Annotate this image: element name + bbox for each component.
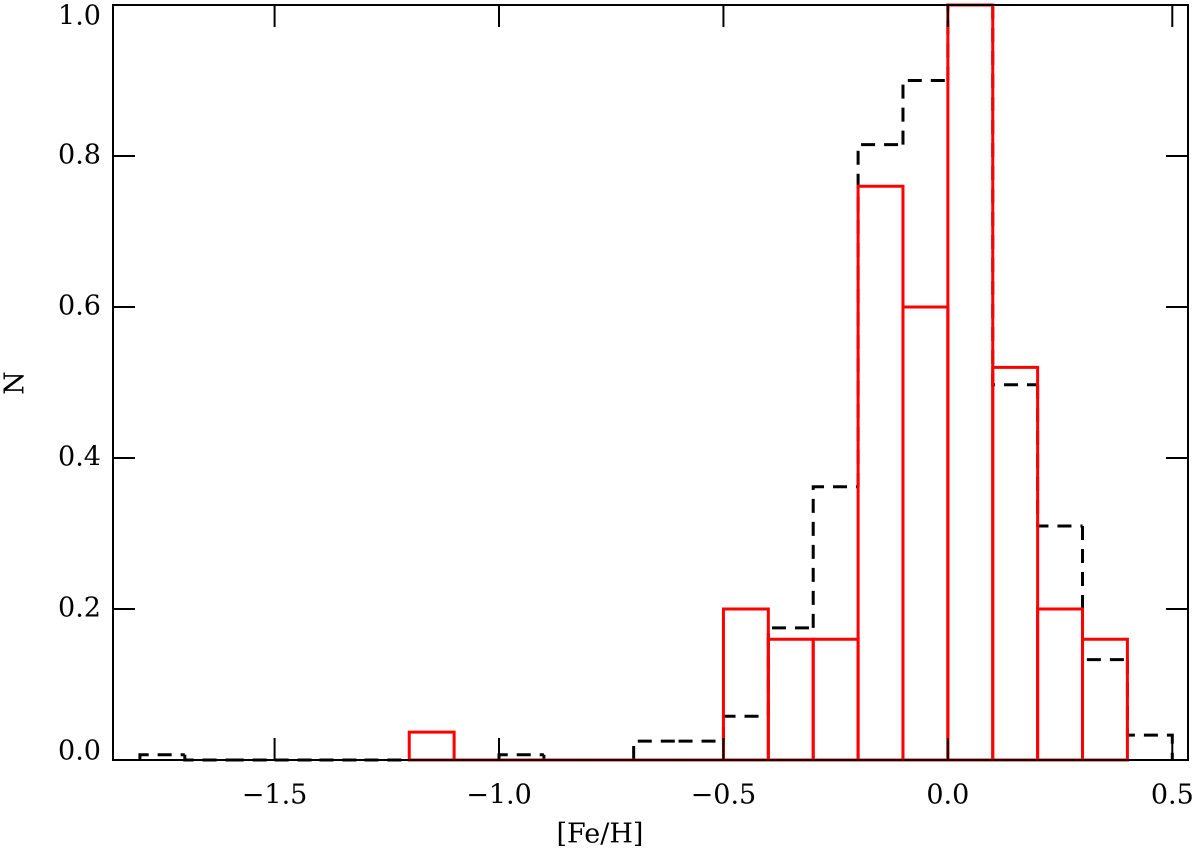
- histogram-step: [138, 753, 185, 760]
- histogram-bar: [766, 637, 815, 762]
- histogram-step: [901, 79, 948, 145]
- histogram-step: [632, 739, 679, 760]
- x-tick-label: 0.5: [1151, 780, 1194, 811]
- histogram-bar: [856, 184, 905, 762]
- y-tick-label: 0.4: [58, 442, 101, 473]
- histogram-bar: [1036, 607, 1085, 762]
- x-tick-label: −1.5: [242, 780, 308, 811]
- y-tick-label: 1.0: [58, 1, 101, 32]
- histogram-step: [1125, 659, 1174, 760]
- histogram-step: [991, 5, 1038, 387]
- x-tick-label: −0.5: [691, 780, 757, 811]
- y-tick-label: 0.8: [58, 140, 101, 171]
- histogram-step: [946, 3, 993, 81]
- histogram-step: [1081, 525, 1128, 662]
- x-axis-label: [Fe/H]: [557, 819, 644, 850]
- histogram-step: [856, 143, 903, 487]
- histogram-bar: [1081, 637, 1129, 762]
- histogram-bar: [901, 305, 950, 762]
- histogram-bar: [721, 607, 770, 762]
- histogram-bar: [946, 3, 995, 762]
- x-tick-label: 0.0: [926, 780, 969, 811]
- histogram-step: [766, 626, 814, 717]
- y-tick-label: 0.6: [58, 291, 101, 322]
- histogram-step: [811, 485, 859, 628]
- y-axis-label: N: [0, 371, 31, 395]
- x-tick-label: −1.0: [466, 780, 532, 811]
- histogram-bar: [811, 637, 860, 762]
- y-tick-label: 0.0: [58, 736, 101, 767]
- y-tick-label: 0.2: [58, 593, 101, 624]
- histogram-bar: [407, 730, 456, 762]
- plot-frame: [112, 4, 1189, 761]
- histogram-step: [721, 714, 769, 742]
- histogram-bar: [991, 365, 1040, 762]
- histogram-step: [1036, 384, 1083, 528]
